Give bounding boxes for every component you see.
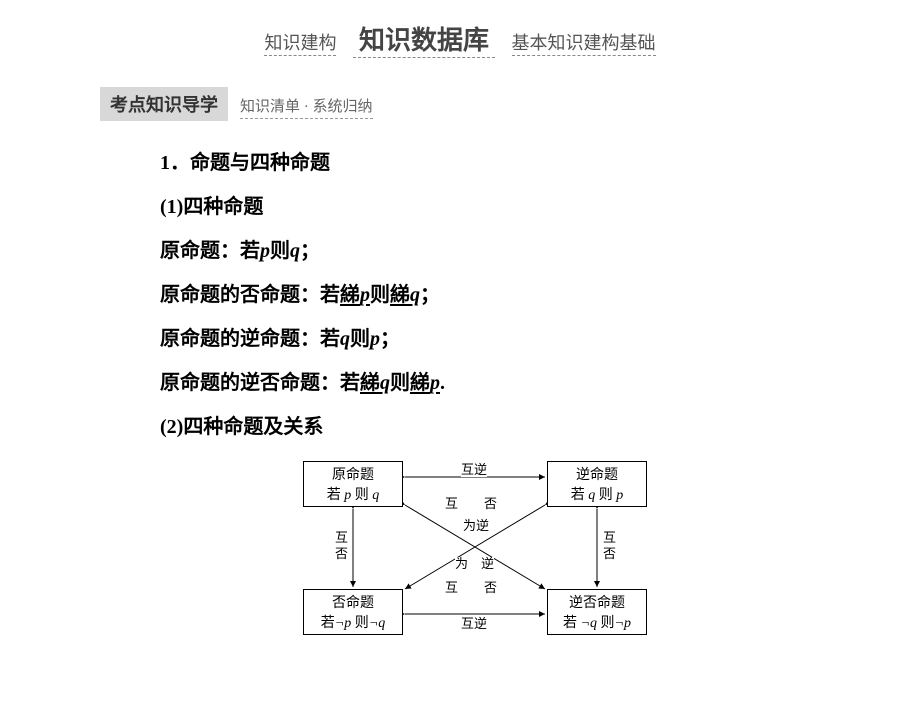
line-1: 1．命题与四种命题	[160, 141, 800, 185]
four-propositions-diagram: 原命题 若 p 则 q 逆命题 若 q 则 p 否命题 若¬p 则¬q 逆否命题…	[295, 457, 665, 637]
node-inverse: 否命题 若¬p 则¬q	[303, 589, 403, 635]
l6b: 则	[390, 372, 410, 394]
section-desc: 知识清单 · 系统归纳	[240, 95, 373, 119]
blank-3: 綈q	[360, 372, 390, 394]
blank-4: 綈p	[410, 372, 440, 394]
l4c: ；	[420, 284, 440, 306]
node-bl-title: 否命题	[304, 594, 402, 614]
node-br-title: 逆否命题	[548, 594, 646, 614]
node-tr-title: 逆命题	[548, 466, 646, 486]
page-header: 知识建构 知识数据库 基本知识建构基础	[0, 20, 920, 57]
label-left2: 否	[335, 547, 348, 561]
sym-q: q	[290, 240, 300, 262]
sym-p: p	[260, 240, 270, 262]
node-tl-title: 原命题	[304, 466, 402, 486]
label-right2: 否	[603, 547, 616, 561]
label-top: 互逆	[461, 463, 487, 477]
l4b: 则	[370, 284, 390, 306]
section-pill: 考点知识导学	[100, 87, 228, 121]
notp: 綈p	[340, 284, 370, 306]
l5a: 原命题的逆命题：若	[160, 328, 340, 350]
l3b: 则	[270, 240, 290, 262]
label-right1: 互	[603, 531, 616, 545]
line-3: 原命题：若p则q；	[160, 229, 800, 273]
header-left: 知识建构	[264, 33, 336, 56]
line-6: 原命题的逆否命题：若綈q则綈p.	[160, 361, 800, 405]
l6a: 原命题的逆否命题：若	[160, 372, 360, 394]
label-cd: 互 否	[445, 581, 497, 595]
node-tl-body: 若 p 则 q	[304, 486, 402, 506]
blank-2: 綈q	[390, 284, 420, 306]
line-7: (2)四种命题及关系	[160, 405, 800, 449]
content-block: 1．命题与四种命题 (1)四种命题 原命题：若p则q； 原命题的否命题：若原命题…	[160, 141, 800, 637]
sym-q2: q	[340, 328, 350, 350]
label-d2: 为 逆	[455, 557, 494, 571]
l3c: ；	[300, 240, 320, 262]
node-converse: 逆命题 若 q 则 p	[547, 461, 647, 507]
node-original: 原命题 若 p 则 q	[303, 461, 403, 507]
label-bottom: 互逆	[461, 617, 487, 631]
label-left1: 互	[335, 531, 348, 545]
section-bar: 考点知识导学 知识清单 · 系统归纳	[100, 87, 920, 121]
l4a: 原命题的否命题：若	[160, 284, 340, 306]
header-right: 基本知识建构基础	[512, 33, 656, 56]
label-d1: 为逆	[463, 519, 489, 533]
line-2: (1)四种命题	[160, 185, 800, 229]
sym-p2: p	[370, 328, 380, 350]
l3a: 原命题：若	[160, 240, 260, 262]
header-main: 知识数据库	[353, 26, 495, 58]
l5b: 则	[350, 328, 370, 350]
l6c: .	[440, 372, 445, 394]
l5c: ；	[380, 328, 400, 350]
line-5: 原命题的逆命题：若q则p；	[160, 317, 800, 361]
node-contrapositive: 逆否命题 若 ¬q 则¬p	[547, 589, 647, 635]
node-br-body: 若 ¬q 则¬p	[548, 614, 646, 634]
blank-1: 原命题的否命题：若綈p	[340, 284, 370, 306]
node-tr-body: 若 q 则 p	[548, 486, 646, 506]
label-cu: 互 否	[445, 497, 497, 511]
node-bl-body: 若¬p 则¬q	[304, 614, 402, 634]
line-4: 原命题的否命题：若原命题的否命题：若綈p则綈q；	[160, 273, 800, 317]
